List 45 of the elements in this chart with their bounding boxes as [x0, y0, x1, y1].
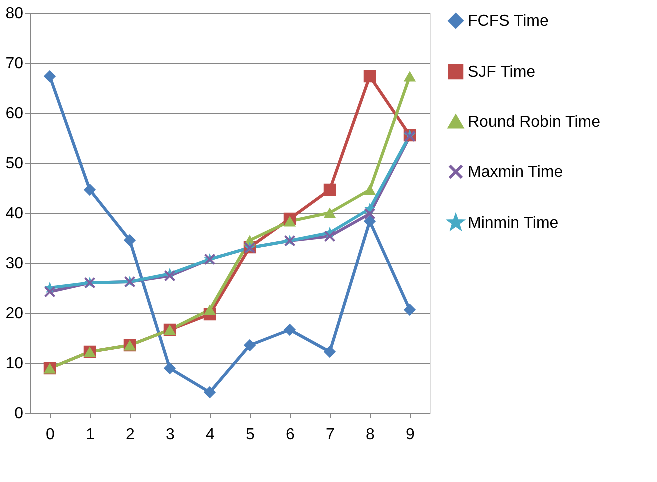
point: [44, 286, 56, 298]
point: [324, 346, 336, 358]
y-tick-label: 20: [6, 306, 24, 322]
x-tick-label: 4: [206, 426, 216, 444]
x-tick-label: 7: [326, 426, 336, 444]
legend-label: SJF Time: [468, 64, 536, 81]
x-tick-label: 0: [46, 426, 56, 444]
y-tick-label: 40: [6, 206, 24, 222]
y-tick-label: 10: [6, 356, 24, 372]
point: [324, 208, 336, 218]
point: [124, 234, 136, 247]
legend-label: Maxmin Time: [468, 164, 564, 181]
x-tick-label: 8: [366, 426, 376, 444]
point: [364, 208, 376, 220]
point: [364, 184, 376, 196]
x-tick-label: 2: [126, 426, 136, 444]
x-tick-label: 5: [246, 426, 256, 444]
point: [204, 386, 216, 399]
x-tick-label: 9: [406, 426, 416, 444]
y-tick-label: 80: [6, 6, 24, 22]
point: [284, 324, 296, 336]
y-tick-label: 70: [6, 56, 24, 72]
y-tick-label: 50: [6, 156, 24, 172]
legend-label: Round Robin Time: [468, 114, 601, 131]
y-tick-label: 30: [6, 256, 24, 272]
point: [404, 304, 416, 316]
point: [84, 184, 96, 196]
x-tick-label: 3: [166, 426, 176, 444]
point: [244, 339, 256, 352]
x-tick-label: 1: [86, 426, 96, 444]
point: [404, 71, 416, 82]
y-tick-label: 60: [6, 106, 24, 122]
point: [164, 270, 176, 282]
x-tick-label: 6: [286, 426, 296, 444]
point: [204, 304, 216, 316]
legend-label: FCFS Time: [468, 13, 549, 30]
point: [44, 70, 56, 83]
point: [284, 216, 296, 227]
legend-label: Minmin Time: [468, 215, 559, 232]
y-tick-label: 0: [14, 406, 24, 422]
point: [364, 215, 376, 228]
point: [324, 184, 336, 196]
point: [164, 362, 176, 375]
point: [364, 70, 376, 83]
point: [324, 230, 336, 242]
